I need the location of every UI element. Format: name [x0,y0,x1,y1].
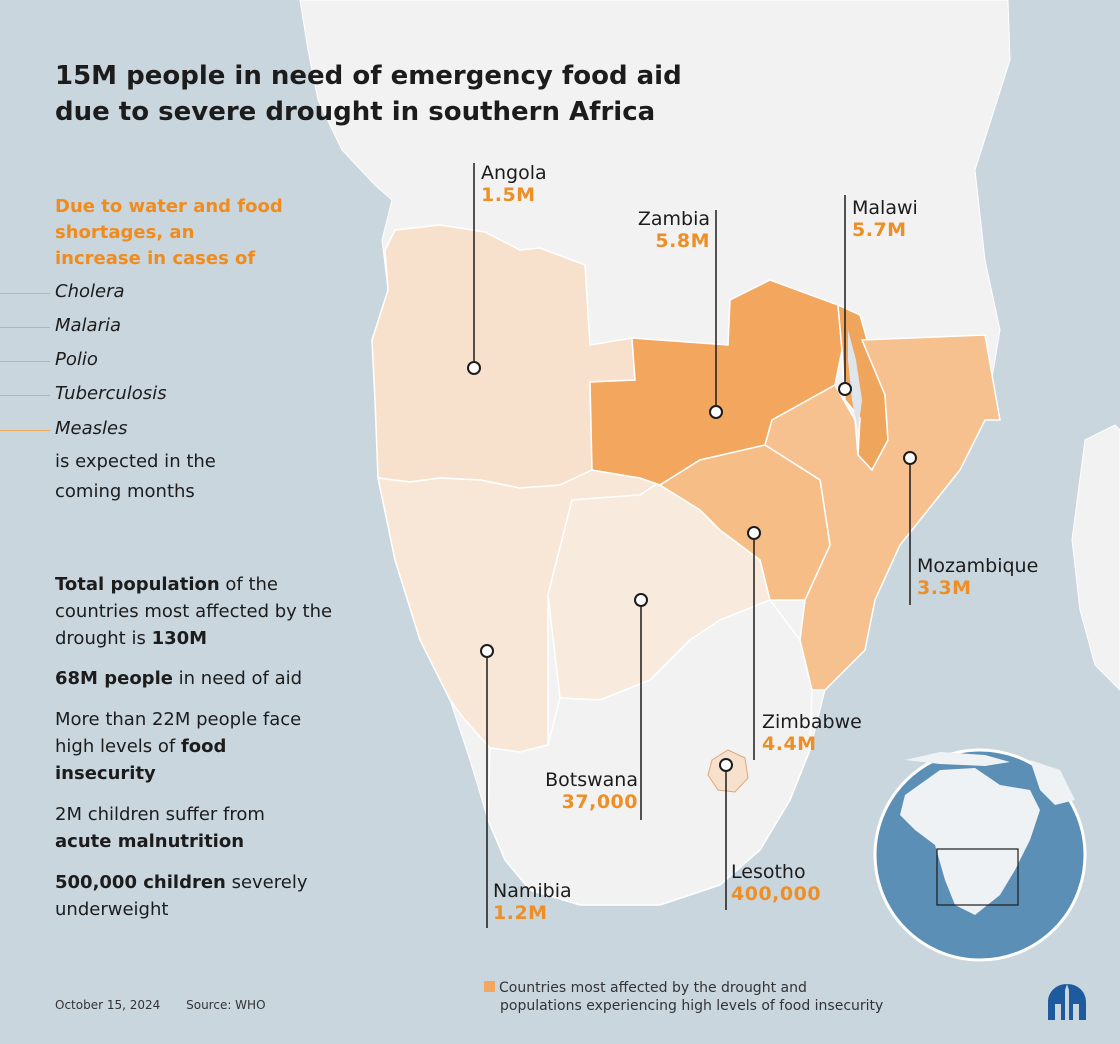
health-intro: Due to water and food shortages, an incr… [55,194,315,272]
lake-malawi [848,330,862,430]
stat-total-population-value: 130M [151,628,208,649]
marker-namibia [480,644,494,658]
marker-zimbabwe [747,526,761,540]
globe-europe [905,752,1010,766]
health-intro-line-2: shortages, an [55,222,195,243]
label-botswana: Botswana 37,000 [530,769,638,813]
label-angola: Angola 1.5M [481,162,547,206]
health-outro-line-2: coming months [55,481,195,502]
stat-people-in-need-value: 68M people [55,668,173,689]
stat-underweight-value: 500,000 children [55,872,226,893]
angola-value: 1.5M [481,184,536,206]
page-title: 15M people in need of emergency food aid… [55,58,682,130]
stat-malnutrition-text: 2M children suffer from [55,804,265,825]
label-zimbabwe: Zimbabwe 4.4M [762,711,862,755]
zimbabwe-value: 4.4M [762,733,817,755]
stat-total-population-text: of the countries most affected by the dr… [55,574,333,649]
globe-arabia [1030,760,1075,805]
marker-mozambique [903,451,917,465]
title-line-1: 15M people in need of emergency food aid [55,61,682,91]
zambia-name: Zambia [637,208,710,230]
mozambique-name: Mozambique [917,555,1039,577]
disease-dash [0,430,50,431]
disease-malaria: Malaria [55,315,122,336]
marker-botswana [634,593,648,607]
stat-food-insecurity: More than 22M people face high levels of… [55,706,305,787]
disease-tuberculosis: Tuberculosis [55,383,167,404]
agency-logo-icon [1048,984,1086,1020]
stat-underweight: 500,000 children severely underweight [55,869,345,923]
legend-line-2: populations experiencing high levels of … [500,998,884,1014]
stat-malnutrition-label: acute malnutrition [55,831,245,852]
country-zimbabwe [658,444,831,601]
lesotho-value: 400,000 [731,883,822,905]
angola-name: Angola [481,162,547,184]
disease-cholera: Cholera [55,281,125,302]
namibia-value: 1.2M [493,902,548,924]
label-zambia: Zambia 5.8M [630,208,710,252]
health-intro-line-3: increase in cases of [55,248,256,269]
stat-people-in-need-text: in need of aid [172,668,303,689]
lesotho-name: Lesotho [731,861,806,883]
disease-dash [0,395,50,396]
marker-malawi [838,382,852,396]
disease-dash [0,293,50,294]
label-malawi: Malawi 5.7M [852,197,918,241]
country-markers [467,361,917,772]
disease-dash [0,327,50,328]
footer-source: Source: WHO [186,998,266,1012]
label-namibia: Namibia 1.2M [493,880,572,924]
legend-swatch [484,981,495,992]
zambia-value: 5.8M [655,230,710,252]
health-intro-line-1: Due to water and food [55,196,283,217]
stat-total-population-label: Total population [55,574,220,595]
mozambique-value: 3.3M [917,577,972,599]
country-south-africa [487,599,813,906]
stat-people-in-need: 68M people in need of aid [55,665,355,692]
zimbabwe-name: Zimbabwe [762,711,862,733]
globe-africa [900,768,1040,915]
disease-polio: Polio [55,349,98,370]
botswana-name: Botswana [545,769,638,791]
label-lesotho: Lesotho 400,000 [731,861,821,905]
footer-date: October 15, 2024 [55,998,161,1012]
marker-lesotho [719,758,733,772]
map-legend: Countries most affected by the drought a… [484,979,883,1015]
locator-globe [873,748,1087,962]
globe-focus-box [936,848,1019,906]
leader-lines [473,163,911,928]
madagascar [1071,424,1120,691]
disease-dash [0,361,50,362]
marker-angola [467,361,481,375]
stat-total-population: Total population of the countries most a… [55,571,355,652]
botswana-value: 37,000 [561,791,638,813]
stat-underweight-text: severely underweight [55,872,308,920]
disease-measles: Measles [55,418,128,439]
health-outro-line-1: is expected in the [55,451,216,472]
stat-food-insecurity-label: food insecurity [55,736,227,784]
stat-malnutrition: 2M children suffer from acute malnutriti… [55,801,305,855]
malawi-value: 5.7M [852,219,907,241]
legend-line-1: Countries most affected by the drought a… [499,980,807,996]
stat-food-insecurity-text: More than 22M people face high levels of [55,709,302,757]
health-outro: is expected in the coming months [55,447,355,507]
footer: October 15, 2024 Source: WHO [55,998,266,1012]
namibia-name: Namibia [493,880,572,902]
label-mozambique: Mozambique 3.3M [917,555,1038,599]
marker-zambia [709,405,723,419]
malawi-name: Malawi [852,197,918,219]
title-line-2: due to severe drought in southern Africa [55,97,656,127]
